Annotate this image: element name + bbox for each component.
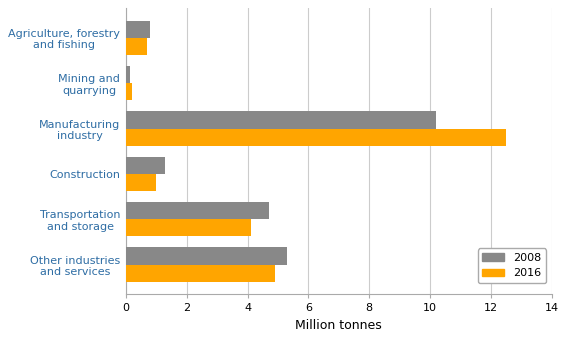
Bar (126, 219, 251, 237)
Bar (126, 248, 287, 265)
Bar (126, 129, 506, 146)
Bar (126, 66, 130, 83)
Bar (126, 202, 269, 219)
Bar (126, 83, 132, 100)
Bar (126, 265, 275, 282)
Bar (126, 21, 150, 38)
X-axis label: Million tonnes: Million tonnes (295, 319, 382, 332)
Bar (126, 174, 156, 191)
Bar (126, 38, 147, 55)
Bar (126, 157, 166, 174)
Bar (126, 111, 436, 129)
Legend: 2008, 2016: 2008, 2016 (478, 248, 546, 283)
